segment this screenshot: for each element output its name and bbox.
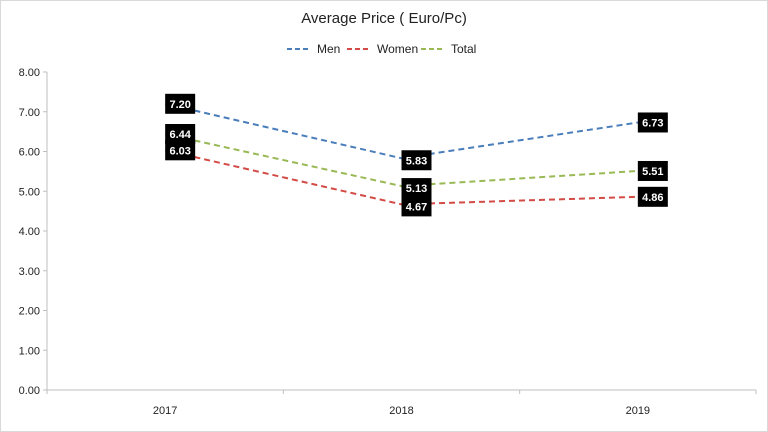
data-label-box (637, 112, 668, 133)
data-label-box (637, 160, 668, 181)
data-label: 4.67 (401, 196, 432, 217)
legend-item-men: Men (287, 42, 340, 56)
x-tick-label: 2017 (153, 405, 177, 417)
legend-label: Men (317, 42, 340, 56)
data-label: 4.86 (637, 186, 668, 207)
data-label-text: 6.03 (169, 145, 190, 157)
data-label-text: 6.73 (642, 117, 663, 129)
data-label-box (637, 186, 668, 207)
y-tick-label: 0.00 (19, 385, 40, 397)
data-label-text: 6.44 (169, 129, 191, 141)
y-tick-label: 4.00 (19, 226, 40, 238)
y-tick-label: 8.00 (19, 67, 40, 79)
legend: Men Women Total (287, 42, 476, 56)
data-label: 5.13 (401, 178, 432, 199)
data-label-layer: 7.20 5.83 6.73 6.03 4.67 4.86 6.44 5.13 5.51 (165, 93, 668, 217)
data-label: 5.83 (401, 150, 432, 171)
data-label: 5.51 (637, 160, 668, 181)
y-tick-label: 5.00 (19, 186, 40, 198)
data-label-box (165, 124, 196, 145)
chart-title: Average Price ( Euro/Pc) (301, 10, 467, 27)
data-label-text: 4.86 (642, 192, 663, 204)
data-label: 6.73 (637, 112, 668, 133)
x-axis: 2017 2018 2019 (46, 389, 757, 417)
x-tick-label: 2018 (389, 405, 413, 417)
data-label: 6.03 (165, 140, 196, 161)
legend-item-total: Total (421, 42, 476, 56)
data-label-text: 5.13 (406, 183, 427, 195)
data-label: 6.44 (165, 124, 196, 145)
data-label-text: 5.83 (406, 155, 427, 167)
y-tick-label: 7.00 (19, 107, 40, 119)
x-tick-label: 2019 (626, 405, 650, 417)
legend-label: Total (451, 42, 476, 56)
legend-item-women: Women (347, 42, 418, 56)
data-label-box (401, 150, 432, 171)
data-label: 7.20 (165, 93, 196, 114)
data-label-box (401, 178, 432, 199)
data-label-text: 4.67 (406, 201, 427, 213)
data-label-box (165, 140, 196, 161)
data-label-box (401, 196, 432, 217)
y-tick-label: 6.00 (19, 147, 40, 159)
y-tick-label: 3.00 (19, 266, 40, 278)
data-label-text: 5.51 (642, 166, 663, 178)
data-label-text: 7.20 (169, 99, 190, 111)
data-label-box (165, 93, 196, 114)
y-tick-label: 2.00 (19, 306, 40, 318)
y-tick-label: 1.00 (19, 345, 40, 357)
y-axis: 0.00 1.00 2.00 3.00 4.00 5.00 6.00 7.00 8.00 (19, 67, 48, 397)
legend-label: Women (377, 42, 418, 56)
